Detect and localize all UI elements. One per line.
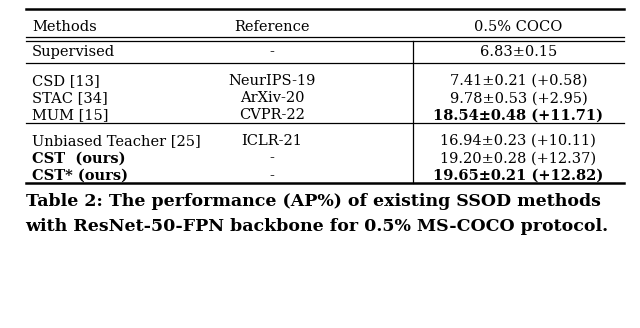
Text: MUM [15]: MUM [15] — [32, 109, 109, 122]
Text: -: - — [269, 152, 275, 165]
Text: STAC [34]: STAC [34] — [32, 92, 108, 105]
Text: with ResNet-50-FPN backbone for 0.5% MS-COCO protocol.: with ResNet-50-FPN backbone for 0.5% MS-… — [26, 218, 609, 235]
Text: CSD [13]: CSD [13] — [32, 74, 100, 88]
Text: 19.20±0.28 (+12.37): 19.20±0.28 (+12.37) — [440, 152, 596, 165]
Text: 0.5% COCO: 0.5% COCO — [474, 20, 563, 34]
Text: 16.94±0.23 (+10.11): 16.94±0.23 (+10.11) — [440, 134, 596, 148]
Text: 18.54±0.48 (+11.71): 18.54±0.48 (+11.71) — [433, 109, 604, 122]
Text: 6.83±0.15: 6.83±0.15 — [480, 46, 557, 59]
Text: Table 2: The performance (AP%) of existing SSOD methods: Table 2: The performance (AP%) of existi… — [26, 193, 600, 210]
Text: Unbiased Teacher [25]: Unbiased Teacher [25] — [32, 134, 201, 148]
Text: Supervised: Supervised — [32, 46, 115, 59]
Text: -: - — [269, 169, 275, 183]
Text: 7.41±0.21 (+0.58): 7.41±0.21 (+0.58) — [450, 74, 587, 88]
Text: Reference: Reference — [234, 20, 310, 34]
Text: 19.65±0.21 (+12.82): 19.65±0.21 (+12.82) — [433, 169, 604, 183]
Text: CST* (ours): CST* (ours) — [32, 169, 128, 183]
Text: Methods: Methods — [32, 20, 97, 34]
Text: ArXiv-20: ArXiv-20 — [240, 92, 304, 105]
Text: CVPR-22: CVPR-22 — [239, 109, 305, 122]
Text: 9.78±0.53 (+2.95): 9.78±0.53 (+2.95) — [449, 92, 588, 105]
Text: NeurIPS-19: NeurIPS-19 — [228, 74, 316, 88]
Text: CST  (ours): CST (ours) — [32, 152, 125, 165]
Text: ICLR-21: ICLR-21 — [241, 134, 303, 148]
Text: -: - — [269, 46, 275, 59]
